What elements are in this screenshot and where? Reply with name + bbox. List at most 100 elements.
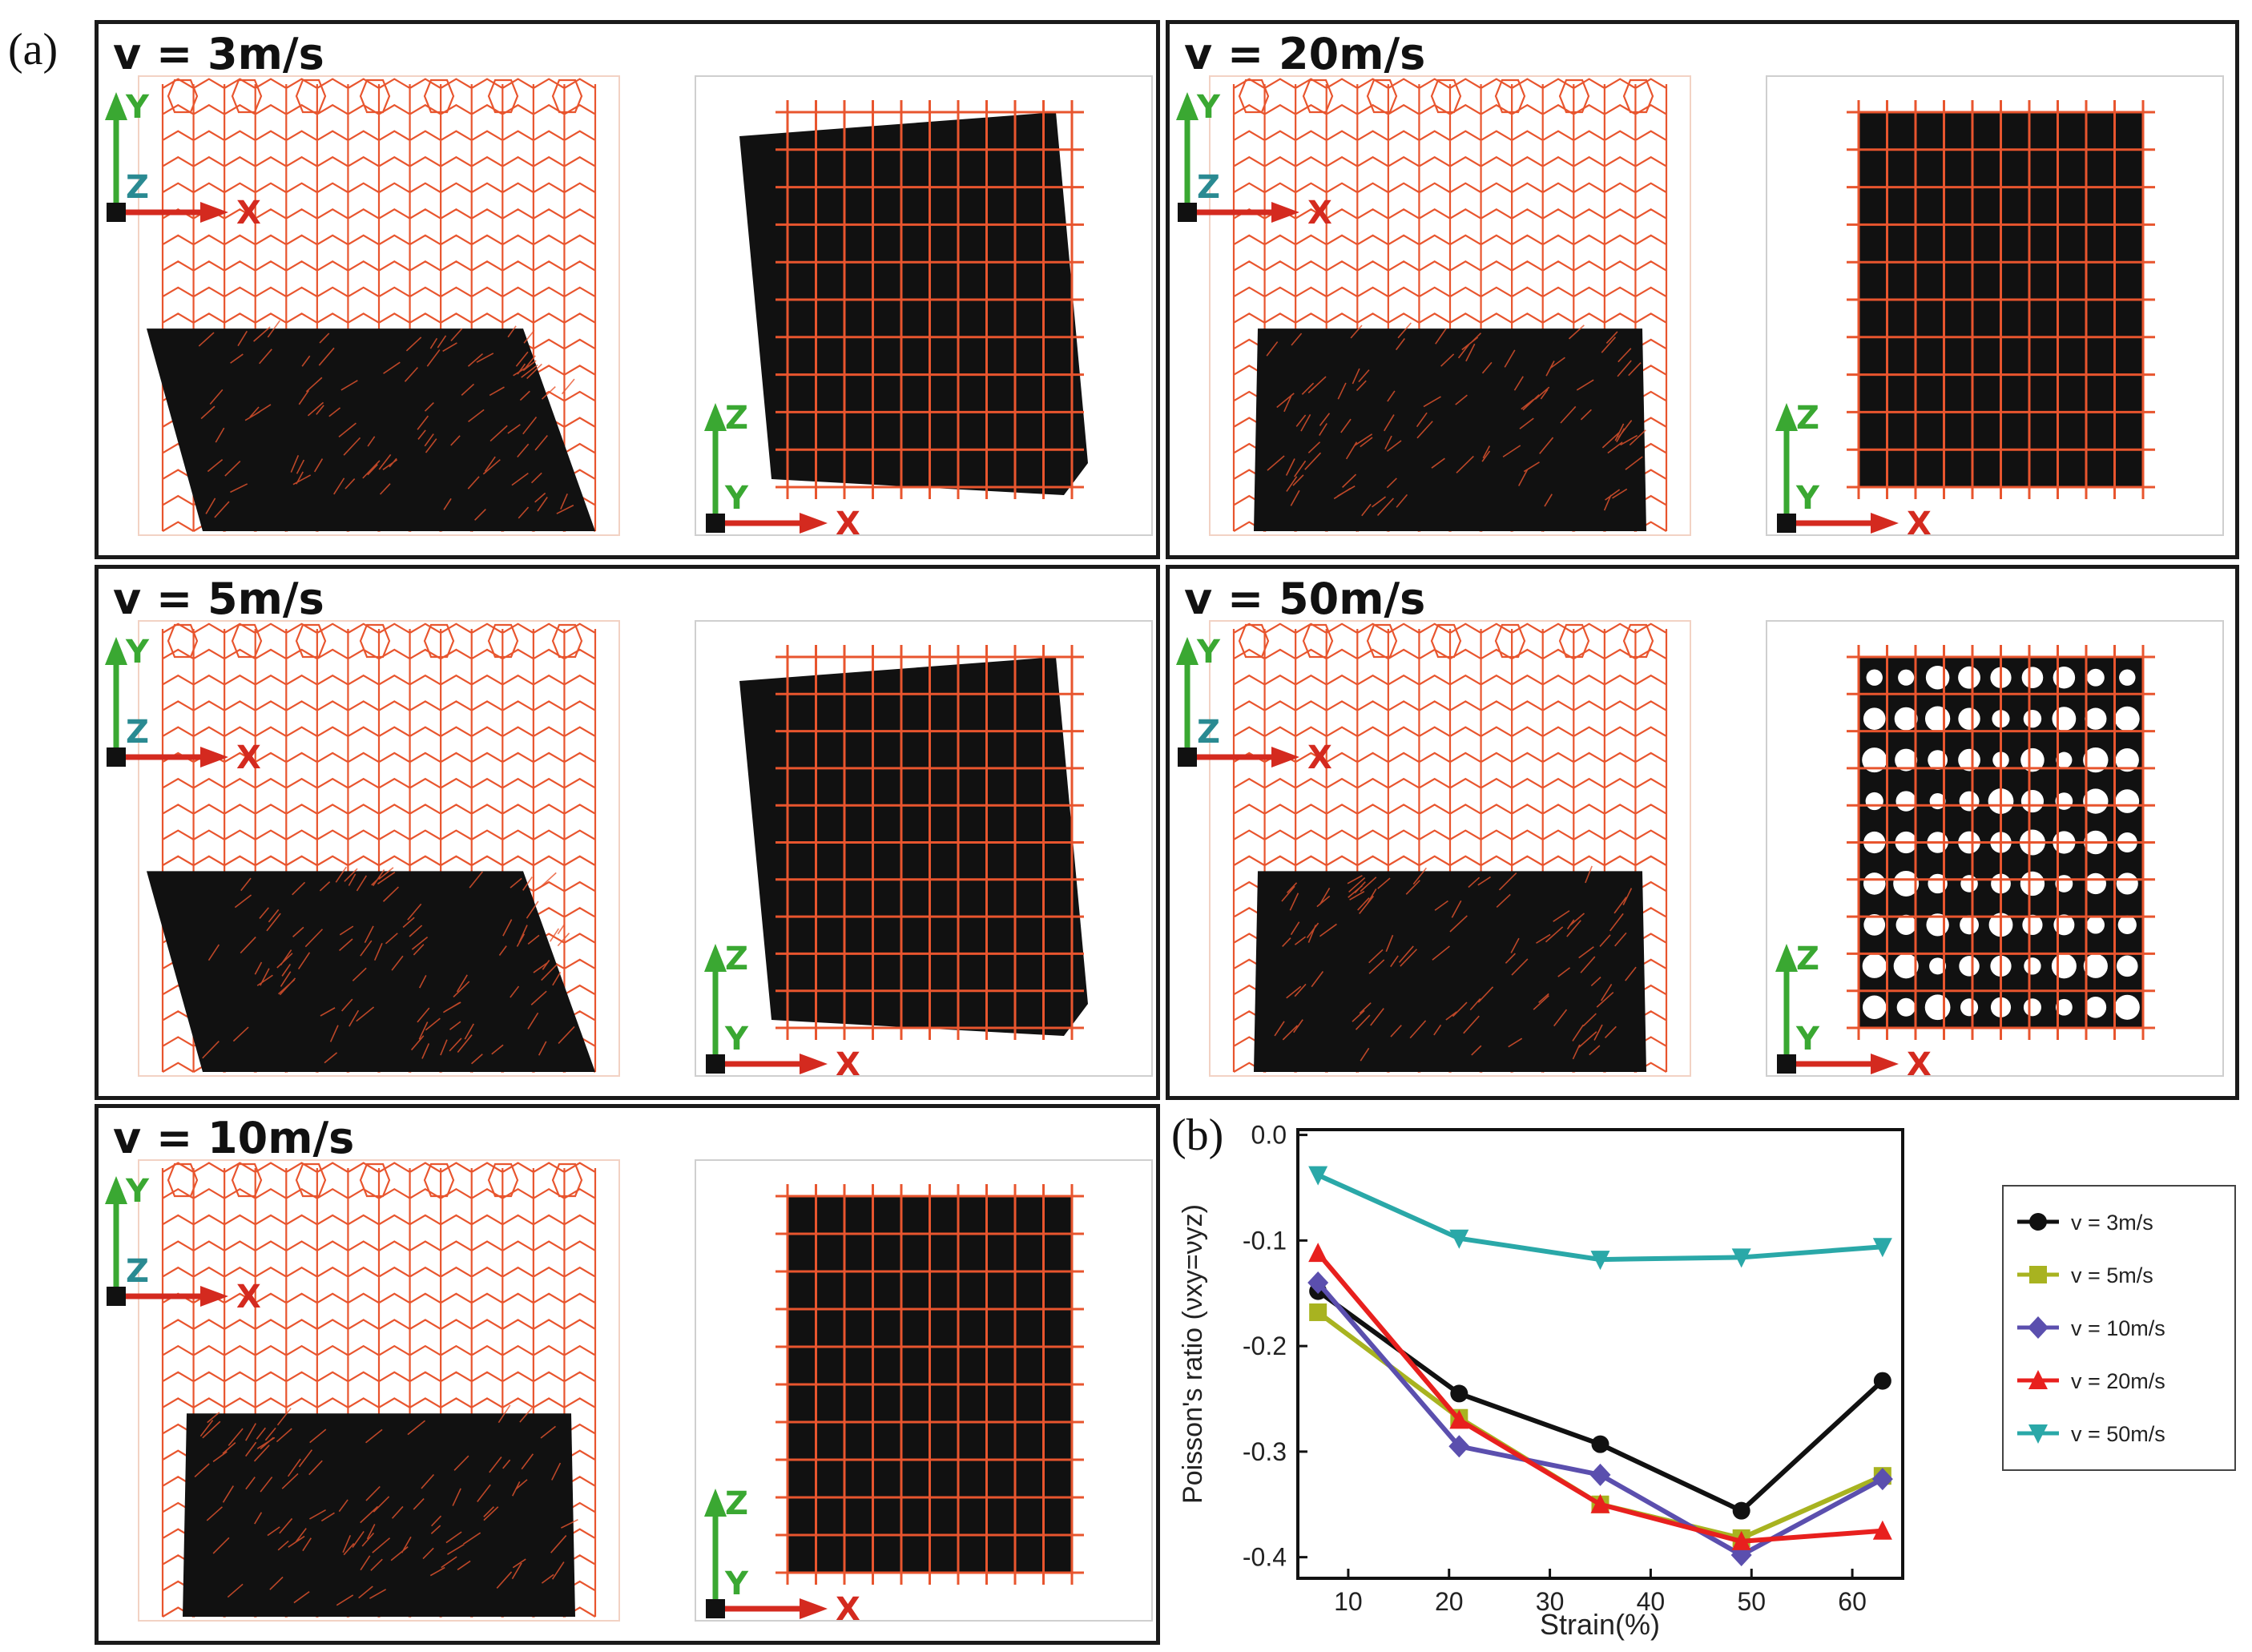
axis-triad-top: Z Y X xyxy=(704,1485,860,1628)
mass-hole xyxy=(2083,747,2109,773)
mass-hole xyxy=(1958,707,1980,730)
mass-hole xyxy=(1895,791,1916,812)
x-tick-label: 10 xyxy=(1334,1587,1363,1616)
right-arrow-head xyxy=(1271,202,1299,223)
origin-marker xyxy=(107,747,126,767)
x-tick-label: 60 xyxy=(1838,1587,1867,1616)
mass-hole xyxy=(1958,666,1980,689)
origin-marker xyxy=(706,1599,725,1618)
side-view: Y Z X xyxy=(105,75,620,536)
data-point xyxy=(1732,1501,1750,1520)
data-point xyxy=(1589,1463,1611,1486)
mass-hole xyxy=(1866,669,1883,686)
legend-item: v = 3m/s xyxy=(2017,1211,2153,1235)
axis-triad-top: Z Y X xyxy=(1775,941,1932,1083)
axis-label-right: X xyxy=(1307,195,1332,232)
mass-hole xyxy=(1924,994,1951,1021)
data-point xyxy=(1590,1251,1610,1271)
deformed-lattice-traces xyxy=(198,320,575,521)
x-tick-label: 50 xyxy=(1737,1587,1766,1616)
axis-label-out: Z xyxy=(1197,169,1220,206)
mass-hole xyxy=(2020,789,2045,813)
axis-label-right: X xyxy=(1907,506,1932,542)
reference-grid xyxy=(776,1184,1084,1585)
mass-hole xyxy=(2020,871,2045,897)
data-point xyxy=(1872,1520,1892,1540)
mass-hole xyxy=(1894,707,1918,731)
axis-label-up: Y xyxy=(125,1173,150,1210)
x-tick-label: 30 xyxy=(1536,1587,1565,1616)
mass-hole xyxy=(2086,916,2105,934)
axis-label-out: Z xyxy=(126,169,149,206)
mass-hole xyxy=(2119,669,2136,686)
mass-hole xyxy=(2086,668,2105,687)
origin-marker xyxy=(1777,514,1796,533)
deformed-region xyxy=(183,1404,578,1617)
side-frame xyxy=(1209,75,1691,536)
reference-grid xyxy=(1847,100,2155,499)
axis-triad-side: Y Z X xyxy=(105,634,261,776)
axis-label-up: Z xyxy=(725,1485,748,1522)
simulation-views: Y Z X Z Y X xyxy=(1176,620,2224,1083)
right-arrow-head xyxy=(800,513,828,534)
legend-marker xyxy=(2029,1213,2047,1231)
mass-hole xyxy=(1862,953,1887,978)
panel-v3: v = 3m/s Y Z X Z Y X xyxy=(95,20,1160,559)
mass-hole xyxy=(2023,998,2041,1017)
data-point xyxy=(1449,1409,1469,1429)
mass-hole xyxy=(1862,995,1887,1020)
mass-hole xyxy=(2114,994,2140,1020)
mass-hole xyxy=(2085,996,2107,1018)
mass-hole xyxy=(2020,747,2045,772)
deformed-region xyxy=(1254,322,1646,531)
top-view: Z Y X xyxy=(1766,75,2224,542)
panel-title: v = 10m/s xyxy=(113,1113,355,1163)
simulation-views: Y Z X Z Y X xyxy=(105,1159,1153,1628)
side-frame xyxy=(138,75,620,536)
mass-hole xyxy=(1898,669,1915,686)
x-tick-label: 40 xyxy=(1637,1587,1666,1616)
mass-hole xyxy=(2116,872,2138,895)
panel-title: v = 3m/s xyxy=(113,29,324,79)
up-arrow-head xyxy=(704,944,727,972)
data-point xyxy=(1448,1435,1470,1458)
axis-label-right: X xyxy=(1907,1046,1932,1083)
y-axis-title: Poisson's ratio (νxy=νyz) xyxy=(1178,1204,1208,1504)
mass-hole xyxy=(1865,792,1883,811)
mass-hole xyxy=(1924,706,1951,731)
poisson-ratio-chart: 10 20 30 40 50 60 0.0 -0.1 -0.2 -0.3 -0.4 Strain(%… xyxy=(1178,1121,2236,1641)
data-point xyxy=(1731,1530,1751,1550)
mass-hole xyxy=(1929,957,1947,975)
side-view: Y Z X xyxy=(105,1159,620,1622)
series-v-3m-s xyxy=(1309,1282,1891,1520)
reference-grid xyxy=(1847,645,2155,1040)
mass-hole xyxy=(1862,747,1887,773)
axis-triad-side: Y Z X xyxy=(105,89,261,232)
y-tick-label: -0.4 xyxy=(1243,1543,1287,1572)
side-view: Y Z X xyxy=(1176,75,1691,536)
mass-hole xyxy=(2114,706,2140,731)
x-tick-label: 20 xyxy=(1435,1587,1464,1616)
axis-label-up: Y xyxy=(125,89,150,126)
axis-label-out: Y xyxy=(1795,480,1820,517)
up-arrow-head xyxy=(1176,92,1199,120)
simulation-views: Y Z X Z Y X xyxy=(1176,75,2224,542)
origin-marker xyxy=(706,1054,725,1074)
mass-hole xyxy=(1895,748,1918,772)
up-arrow-head xyxy=(105,1176,127,1204)
data-point xyxy=(1871,1468,1893,1491)
mass-hole xyxy=(2024,957,2041,975)
axis-label-right: X xyxy=(236,739,261,776)
panel-title: v = 50m/s xyxy=(1184,574,1426,624)
legend: v = 3m/s v = 5m/s v = 10m/s v = 20m/s v = 50… xyxy=(2002,1185,2236,1471)
simulation-views: Y Z X Z Y X xyxy=(105,75,1153,542)
y-tick-label: -0.2 xyxy=(1243,1332,1287,1360)
side-view: Y Z X xyxy=(1176,620,1691,1077)
y-tick-label: 0.0 xyxy=(1251,1121,1287,1150)
panel-v50: v = 50m/s Y Z X Z Y X xyxy=(1166,565,2239,1100)
right-arrow-head xyxy=(800,1054,828,1074)
right-arrow-head xyxy=(200,1286,228,1307)
panel-title: v = 5m/s xyxy=(113,574,324,624)
panel-b-label: (b) xyxy=(1171,1110,1224,1160)
axis-label-out: Y xyxy=(1795,1021,1820,1058)
